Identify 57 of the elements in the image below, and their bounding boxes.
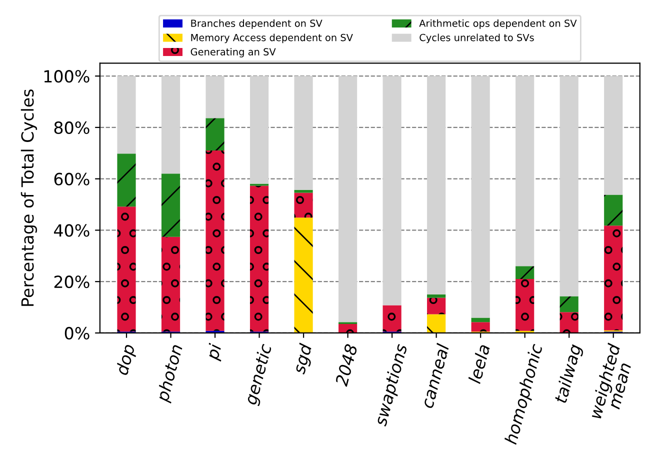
bar <box>294 218 313 333</box>
legend-label: Cycles unrelated to SVs <box>420 34 534 44</box>
x-tick-label: sgd <box>292 342 316 376</box>
legend-label: Arithmetic ops dependent on SV <box>419 19 577 29</box>
bar <box>560 296 578 312</box>
bar <box>382 76 402 306</box>
y-tick-label: 60% <box>54 172 90 186</box>
bar <box>471 318 490 322</box>
bar <box>516 266 534 280</box>
bar <box>206 118 224 151</box>
bar <box>117 154 136 207</box>
bar <box>604 76 623 195</box>
x-tick-label: weighted mean <box>588 342 632 420</box>
bar <box>604 226 623 330</box>
bar <box>471 322 490 332</box>
x-tick-label: leela <box>468 344 490 384</box>
bar <box>604 194 623 226</box>
y-tick-label: 80% <box>54 121 90 134</box>
y-tick-label: 20% <box>54 276 90 288</box>
bar <box>161 236 180 332</box>
bar <box>250 76 269 184</box>
bar <box>471 76 490 318</box>
x-tick-label: photon <box>155 344 186 404</box>
y-axis-title: Percentage of Total Cycles <box>20 89 38 306</box>
bar <box>427 298 446 314</box>
x-tick-label: 2048 <box>334 343 358 387</box>
x-tick-label: dop <box>114 343 138 376</box>
legend-label: Memory Access dependent on SV <box>191 34 353 44</box>
x-tick-label: canneal <box>420 342 450 409</box>
bar <box>117 206 136 332</box>
bar <box>427 76 446 294</box>
bar <box>294 190 313 193</box>
bar <box>250 186 269 332</box>
bar <box>427 294 446 298</box>
bar <box>294 192 313 218</box>
bar <box>516 76 534 266</box>
bar <box>161 76 180 174</box>
bar <box>516 279 534 331</box>
x-tick-label: pi <box>205 342 225 362</box>
bar <box>338 324 358 333</box>
x-tick-label: genetic <box>244 342 276 406</box>
bar <box>294 76 313 190</box>
y-tick-label: 100% <box>44 70 90 83</box>
bar <box>206 150 224 331</box>
bar <box>338 76 358 322</box>
y-tick-label: 0% <box>64 326 90 340</box>
y-tick-label: 40% <box>54 224 90 237</box>
bar <box>161 174 180 237</box>
bar <box>117 76 136 154</box>
bar <box>560 76 578 296</box>
legend-label: Generating an SV <box>190 48 276 58</box>
bar <box>206 76 224 118</box>
bar <box>427 314 446 333</box>
legend-label: Branches dependent on SV <box>191 19 322 29</box>
x-tick-label: tailwag <box>554 343 585 404</box>
bar <box>560 312 578 333</box>
bar <box>382 305 402 332</box>
